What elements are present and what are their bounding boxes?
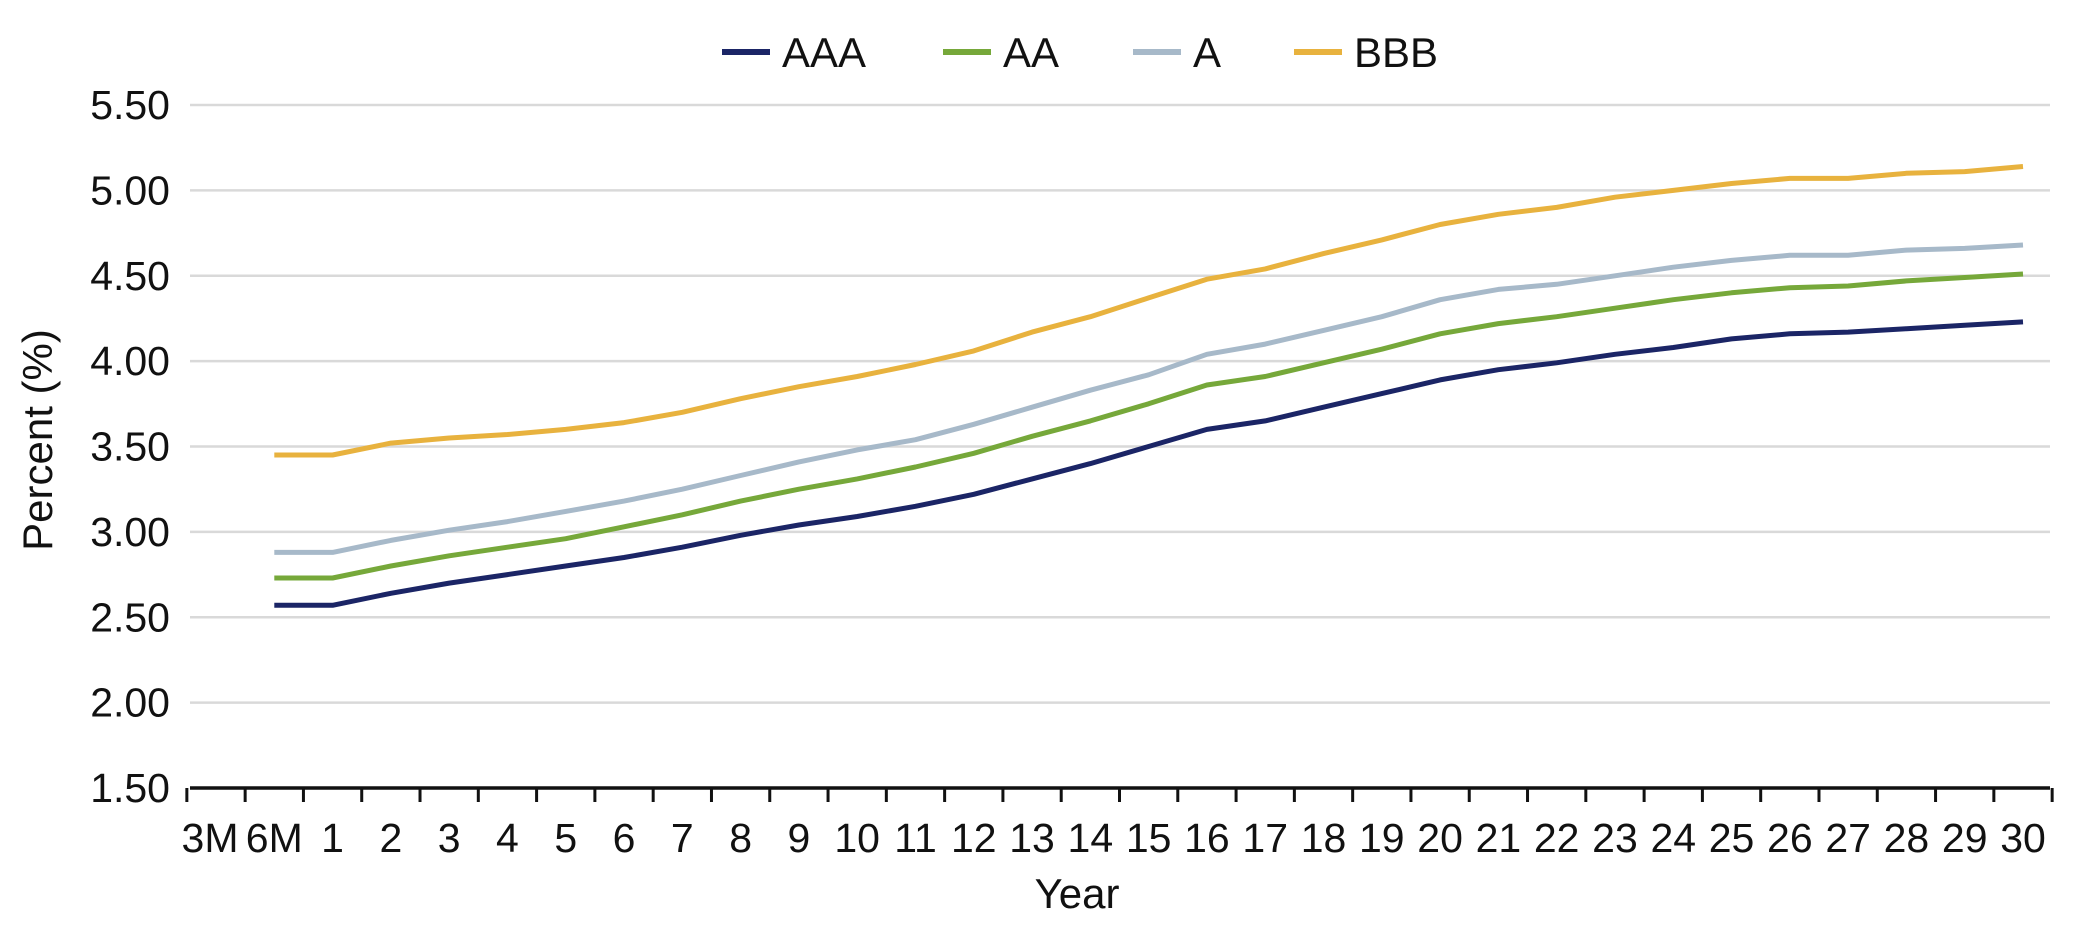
x-tick-label: 21 xyxy=(1476,815,1522,861)
y-tick-label: 3.00 xyxy=(90,509,170,555)
x-tick-label: 12 xyxy=(951,815,997,861)
x-tick-label: 17 xyxy=(1242,815,1288,861)
x-tick-label: 28 xyxy=(1884,815,1930,861)
y-axis-title: Percent (%) xyxy=(14,329,61,551)
legend: AAA AA A BBB xyxy=(722,29,1438,76)
legend-item-bbb: BBB xyxy=(1294,29,1438,76)
x-tick-label: 18 xyxy=(1301,815,1347,861)
x-tick-label: 4 xyxy=(496,815,519,861)
y-tick-label: 5.50 xyxy=(90,82,170,128)
x-tick-label: 26 xyxy=(1767,815,1813,861)
x-tick-label: 27 xyxy=(1825,815,1871,861)
legend-label: A xyxy=(1193,29,1221,76)
x-tick-label: 3 xyxy=(438,815,461,861)
series-line-a xyxy=(274,242,2024,555)
x-tick-label: 6M xyxy=(246,815,303,861)
x-axis-title: Year xyxy=(1035,870,1120,917)
x-tick-label: 24 xyxy=(1650,815,1696,861)
legend-item-a: A xyxy=(1133,29,1221,76)
axes: 1.50 2.00 2.50 3.00 3.50 4.00 4.50 5.00 5.50 3M 6M… xyxy=(90,82,2054,861)
x-tick-label: 23 xyxy=(1592,815,1638,861)
x-tick-label: 14 xyxy=(1068,815,1114,861)
x-tick-label: 11 xyxy=(894,815,937,861)
x-tick-label: 13 xyxy=(1009,815,1055,861)
y-tick-label: 3.50 xyxy=(90,424,170,470)
legend-item-aaa: AAA xyxy=(722,29,866,76)
y-tick-label: 5.00 xyxy=(90,167,170,213)
x-tick-label: 6 xyxy=(613,815,636,861)
y-tick-label: 2.00 xyxy=(90,680,170,726)
x-tick-label: 16 xyxy=(1184,815,1230,861)
x-tick-label: 7 xyxy=(671,815,694,861)
y-tick-label: 4.50 xyxy=(90,253,170,299)
y-tick-label: 1.50 xyxy=(90,765,170,811)
legend-label: AA xyxy=(1003,29,1059,76)
legend-item-aa: AA xyxy=(943,29,1059,76)
x-tick-label: 29 xyxy=(1942,815,1988,861)
x-tick-label: 20 xyxy=(1417,815,1463,861)
x-tick-label: 30 xyxy=(2000,815,2046,861)
series-line-aa xyxy=(274,271,2024,581)
gridlines xyxy=(190,103,2050,704)
x-tick-label: 19 xyxy=(1359,815,1405,861)
series-line-aaa xyxy=(274,319,2024,608)
series-lines xyxy=(274,164,2024,608)
series-line-bbb xyxy=(274,164,2024,458)
y-tick-label: 2.50 xyxy=(90,594,170,640)
x-tick-label: 1 xyxy=(321,815,344,861)
y-tick-label: 4.00 xyxy=(90,338,170,384)
x-tick-label: 9 xyxy=(787,815,810,861)
x-tick-label: 25 xyxy=(1709,815,1755,861)
x-tick-label: 5 xyxy=(554,815,577,861)
x-tick-label: 22 xyxy=(1534,815,1580,861)
x-tick-label: 8 xyxy=(729,815,752,861)
x-tick-label: 2 xyxy=(379,815,402,861)
x-tick-label: 10 xyxy=(834,815,880,861)
x-tick-label: 15 xyxy=(1126,815,1172,861)
legend-label: AAA xyxy=(782,29,866,76)
legend-label: BBB xyxy=(1354,29,1438,76)
x-tick-label: 3M xyxy=(182,815,239,861)
